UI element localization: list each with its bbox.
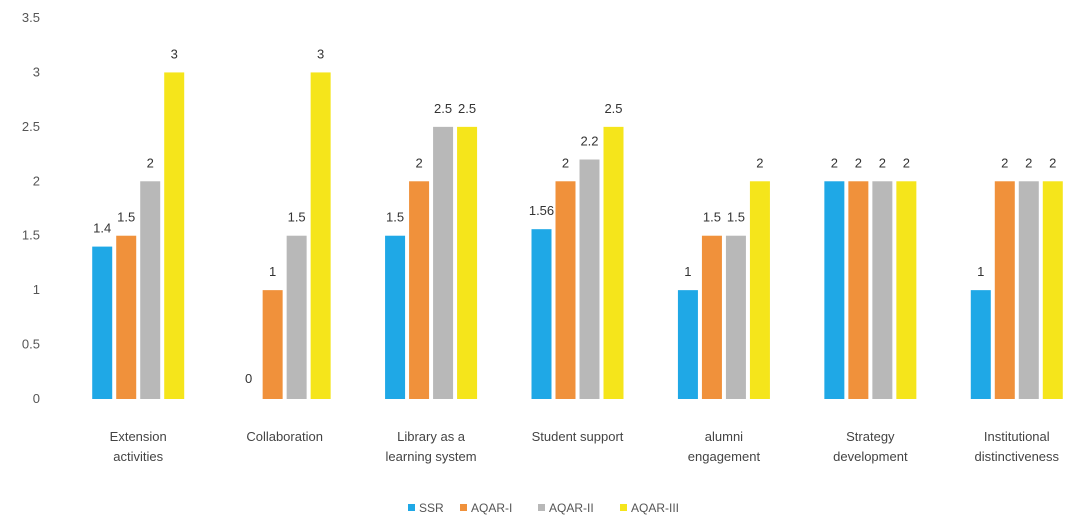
- data-label: 1.5: [703, 210, 721, 225]
- bar-aqar-ii-4: [725, 235, 746, 399]
- data-label: 1: [977, 264, 984, 279]
- data-label: 2: [1001, 155, 1008, 170]
- data-label: 3: [317, 46, 324, 61]
- data-label: 1.5: [288, 210, 306, 225]
- category-label: Strategy development: [833, 429, 908, 464]
- data-label: 2: [415, 155, 422, 170]
- data-label: 2: [879, 155, 886, 170]
- bar-aqar-ii-6: [1018, 181, 1039, 399]
- y-tick-label: 1.5: [22, 228, 40, 243]
- x-axis: Extension activities Collaboration Library …: [110, 429, 1060, 464]
- data-label: 2.5: [458, 101, 476, 116]
- data-label: 2.2: [580, 134, 598, 149]
- data-label: 2: [147, 155, 154, 170]
- data-label: 0: [245, 371, 252, 386]
- bar-aqar-ii-0: [140, 181, 161, 399]
- data-labels: 1.4 1.5 2 3 0 1 1.5 3 1.5 2 2.5 2.5 1.56 2 2.2 2.5 1 1.5 1…: [93, 46, 1056, 386]
- bars: [92, 72, 1063, 399]
- data-label: 2.5: [434, 101, 452, 116]
- bar-aqar-iii-3: [603, 126, 624, 399]
- data-label: 2: [1025, 155, 1032, 170]
- category-label: alumni engagement: [688, 429, 761, 464]
- bar-aqar-iii-1: [310, 72, 331, 399]
- y-tick-label: 2.5: [22, 119, 40, 134]
- category-label: Student support: [532, 429, 624, 444]
- bar-aqar-i-5: [848, 181, 869, 399]
- bar-aqar-i-0: [116, 235, 137, 399]
- bar-aqar-ii-1: [286, 235, 307, 399]
- legend-label: AQAR-II: [549, 501, 594, 515]
- data-label: 2.5: [604, 101, 622, 116]
- data-label: 1.4: [93, 221, 111, 236]
- legend-swatch-ssr: [408, 504, 415, 511]
- y-tick-label: 2: [33, 173, 40, 188]
- bar-aqar-iii-4: [749, 181, 770, 399]
- category-label: Library as a learning system: [386, 429, 477, 464]
- y-tick-label: 3.5: [22, 10, 40, 25]
- bar-aqar-iii-6: [1042, 181, 1063, 399]
- legend-swatch-aqar-iii: [620, 504, 627, 511]
- bar-aqar-iii-5: [896, 181, 917, 399]
- data-label: 1: [684, 264, 691, 279]
- bar-ssr-6: [970, 290, 991, 399]
- bar-aqar-i-2: [409, 181, 430, 399]
- data-label: 2: [756, 155, 763, 170]
- data-label: 1.5: [386, 210, 404, 225]
- y-tick-label: 0.5: [22, 337, 40, 352]
- data-label: 1.5: [727, 210, 745, 225]
- y-tick-label: 0: [33, 391, 40, 406]
- bar-aqar-i-4: [701, 235, 722, 399]
- bar-aqar-ii-5: [872, 181, 893, 399]
- bar-aqar-i-6: [994, 181, 1015, 399]
- legend-label: AQAR-I: [471, 501, 512, 515]
- bar-aqar-ii-3: [579, 159, 600, 399]
- data-label: 2: [1049, 155, 1056, 170]
- legend-label: AQAR-III: [631, 501, 679, 515]
- category-label: Institutional distinctiveness: [975, 429, 1060, 464]
- data-label: 2: [903, 155, 910, 170]
- bar-aqar-iii-2: [457, 126, 478, 399]
- legend: SSR AQAR-I AQAR-II AQAR-III: [408, 501, 679, 515]
- data-label: 2: [855, 155, 862, 170]
- data-label: 2: [831, 155, 838, 170]
- y-tick-label: 3: [33, 64, 40, 79]
- category-label: Extension activities: [110, 429, 167, 464]
- bar-aqar-ii-2: [433, 126, 454, 399]
- legend-swatch-aqar-ii: [538, 504, 545, 511]
- bar-ssr-0: [92, 246, 113, 399]
- data-label: 1.5: [117, 210, 135, 225]
- bar-ssr-5: [824, 181, 845, 399]
- data-label: 3: [171, 46, 178, 61]
- data-label: 1.56: [529, 203, 554, 218]
- category-label: Collaboration: [246, 429, 323, 444]
- data-label: 2: [562, 155, 569, 170]
- bar-ssr-3: [531, 229, 552, 399]
- bar-aqar-i-3: [555, 181, 576, 399]
- bar-aqar-i-1: [262, 290, 283, 399]
- y-axis: 0 0.5 1 1.5 2 2.5 3 3.5: [22, 10, 40, 406]
- legend-swatch-aqar-i: [460, 504, 467, 511]
- legend-label: SSR: [419, 501, 444, 515]
- bar-ssr-2: [385, 235, 406, 399]
- bar-ssr-4: [677, 290, 698, 399]
- bar-aqar-iii-0: [164, 72, 185, 399]
- y-tick-label: 1: [33, 282, 40, 297]
- data-label: 1: [269, 264, 276, 279]
